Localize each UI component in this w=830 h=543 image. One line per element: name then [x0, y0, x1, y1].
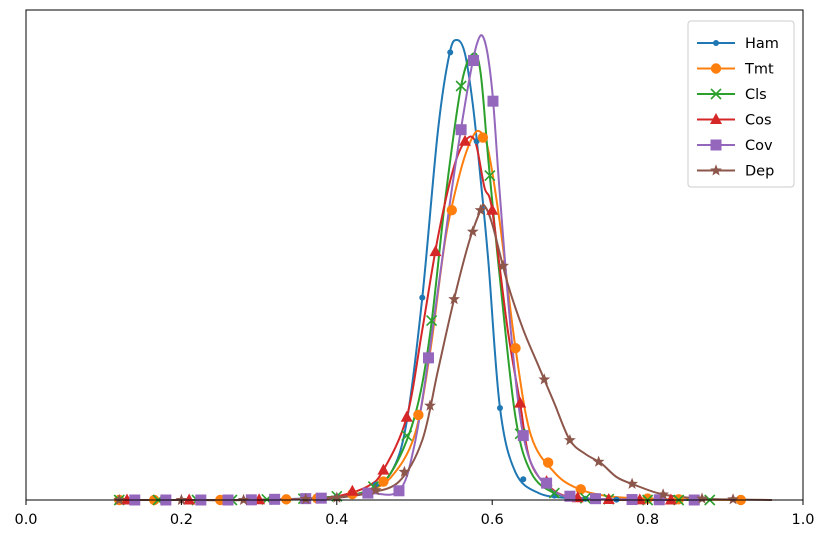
- data-point-cov-9: [393, 485, 405, 497]
- data-point-cov-12: [468, 55, 480, 67]
- data-point-tmt-6: [378, 476, 389, 487]
- data-point-cov-16: [564, 490, 576, 502]
- data-point-dep-9: [466, 225, 479, 237]
- data-point-ham-9: [520, 476, 527, 483]
- data-point-cov-13: [487, 95, 499, 107]
- data-point-dep-7: [424, 399, 436, 411]
- data-point-dep-11: [497, 259, 509, 271]
- legend-marker-dep: [710, 164, 722, 176]
- data-point-dep-6: [398, 465, 411, 477]
- plot-frame: [25, 9, 804, 501]
- data-point-dep-16: [657, 488, 669, 500]
- data-point-ham-8: [496, 405, 503, 411]
- data-point-cls-11: [484, 169, 496, 182]
- x-tick-label-0: 0.0: [14, 512, 37, 528]
- data-point-cos-6: [429, 245, 442, 257]
- data-point-dep-4: [330, 491, 343, 503]
- legend-marker-cov: [710, 139, 722, 151]
- x-tick-label-4: 0.8: [636, 512, 659, 528]
- data-point-tmt-10: [510, 343, 521, 354]
- data-point-cov-14: [517, 430, 529, 442]
- x-tick-label-3: 0.6: [481, 512, 504, 528]
- data-point-cos-12: [602, 493, 615, 505]
- data-point-cos-4: [377, 463, 390, 475]
- legend: Ham Tmt Cls Cos Cov Dep: [687, 20, 795, 188]
- data-point-dep-3: [299, 492, 312, 505]
- legend-marker-ham: [713, 40, 719, 46]
- data-point-cov-7: [315, 492, 327, 504]
- data-point-dep-14: [592, 455, 605, 467]
- data-point-dep-1: [175, 493, 188, 505]
- data-point-cls-9: [426, 315, 438, 327]
- data-point-cls-13: [548, 487, 560, 499]
- data-point-tmt-9: [477, 132, 489, 143]
- data-point-cov-11: [455, 124, 467, 136]
- series-line-dep: [119, 203, 772, 502]
- data-point-dep-5: [369, 484, 382, 496]
- data-point-cls-8: [401, 430, 413, 442]
- data-point-dep-0: [113, 493, 126, 505]
- data-point-tmt-12: [575, 484, 586, 495]
- data-point-tmt-7: [413, 409, 424, 421]
- data-point-dep-10: [474, 204, 487, 216]
- data-point-dep-2: [237, 493, 250, 505]
- data-point-cov-10: [422, 352, 434, 364]
- data-point-cov-8: [362, 487, 374, 499]
- legend-label-ham: Ham: [745, 36, 779, 52]
- data-point-cov-15: [541, 477, 553, 489]
- data-point-dep-8: [448, 293, 460, 305]
- legend-label-tmt: Tmt: [744, 62, 774, 78]
- data-point-tmt-11: [542, 457, 554, 468]
- legend-label-cos: Cos: [745, 113, 772, 129]
- data-point-ham-6: [447, 49, 454, 56]
- data-point-cos-14: [664, 493, 677, 505]
- legend-label-cls: Cls: [745, 87, 767, 103]
- data-point-cos-8: [486, 203, 499, 215]
- x-tick-label-2: 0.4: [325, 512, 348, 528]
- data-point-cls-10: [455, 80, 467, 92]
- legend-label-dep: Dep: [745, 164, 774, 180]
- data-point-tmt-8: [446, 205, 457, 216]
- data-point-cos-1: [183, 493, 196, 505]
- legend-marker-tmt: [710, 63, 722, 74]
- data-point-cos-5: [400, 410, 413, 422]
- data-point-tmt-13: [642, 493, 653, 504]
- data-point-cov-5: [269, 493, 281, 505]
- data-point-dep-12: [538, 373, 551, 385]
- x-axis-ticks: 0.0 0.2 0.4 0.6 0.8 1.0: [14, 500, 815, 528]
- data-point-cos-7: [459, 134, 472, 146]
- data-point-dep-17: [696, 492, 708, 504]
- data-point-ham-5: [419, 294, 426, 301]
- x-tick-label-5: 1.0: [791, 512, 814, 528]
- data-point-cos-3: [346, 484, 359, 496]
- legend-marker-cos: [710, 113, 722, 124]
- data-point-dep-15: [626, 477, 638, 489]
- data-point-dep-18: [727, 493, 739, 505]
- data-point-cos-9: [514, 396, 527, 408]
- data-point-cov-17: [590, 493, 602, 505]
- data-point-dep-13: [564, 434, 576, 446]
- data-point-tmt-3: [281, 494, 292, 505]
- x-tick-label-1: 0.2: [170, 512, 193, 528]
- legend-marker-cls: [710, 88, 722, 100]
- legend-label-cov: Cov: [745, 138, 773, 154]
